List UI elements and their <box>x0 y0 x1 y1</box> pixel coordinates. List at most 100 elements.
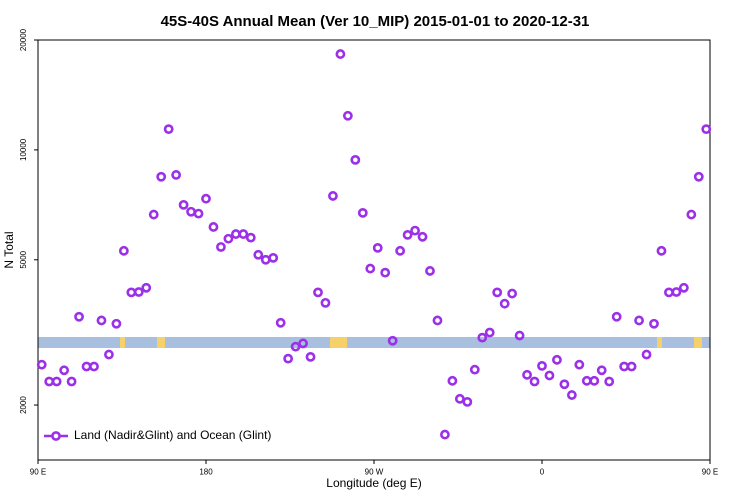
data-point <box>81 361 92 372</box>
data-point <box>342 110 353 121</box>
data-point <box>216 242 226 252</box>
data-point <box>649 318 659 329</box>
data-point <box>514 330 525 341</box>
data-point <box>51 376 62 387</box>
data-point <box>402 229 413 240</box>
data-point <box>245 232 256 243</box>
data-point <box>671 287 682 297</box>
x-tick-label: 90 W <box>365 468 384 477</box>
x-tick-label: 90 E <box>30 468 46 477</box>
data-point <box>701 124 712 135</box>
data-point <box>529 376 540 387</box>
data-point <box>104 349 114 360</box>
data-point <box>365 263 376 274</box>
data-point <box>522 369 532 380</box>
data-point <box>387 335 398 346</box>
data-point <box>581 375 592 386</box>
data-point <box>462 396 473 407</box>
data-point <box>44 376 55 387</box>
data-point <box>126 287 137 298</box>
data-point <box>238 229 249 239</box>
data-point <box>664 287 674 298</box>
data-point <box>171 170 182 180</box>
data-point <box>544 370 555 381</box>
data-point <box>611 311 622 322</box>
y-tick-label: 10000 <box>19 138 28 161</box>
land-patch <box>157 337 165 348</box>
data-point <box>604 376 615 387</box>
data-point <box>626 361 637 372</box>
data-point <box>357 208 368 218</box>
x-axis-label: Longitude (deg E) <box>326 476 421 490</box>
x-tick-label: 0 <box>540 468 545 477</box>
data-point <box>260 254 271 265</box>
data-point <box>313 287 323 298</box>
data-point <box>230 229 241 239</box>
data-point <box>469 364 480 375</box>
legend-marker <box>51 431 61 441</box>
data-point <box>275 317 286 328</box>
y-tick-label: 5000 <box>19 250 28 268</box>
data-point <box>186 206 196 217</box>
y-axis-label: N Total <box>2 231 16 268</box>
data-point <box>552 354 562 365</box>
data-point <box>193 208 204 219</box>
data-point <box>118 245 129 256</box>
data-point <box>395 245 406 256</box>
data-point <box>454 393 465 404</box>
data-point <box>574 359 585 370</box>
data-point <box>201 193 211 204</box>
x-tick-label: 90 E <box>702 468 718 477</box>
chart-title: 45S-40S Annual Mean (Ver 10_MIP) 2015-01… <box>161 13 590 30</box>
data-point <box>96 315 107 326</box>
data-point <box>641 349 652 360</box>
land-band <box>38 337 710 348</box>
data-point <box>499 298 510 309</box>
data-point <box>372 242 383 253</box>
data-point <box>59 365 70 376</box>
y-tick-label: 20000 <box>19 28 28 51</box>
data-point <box>66 376 77 387</box>
data-point <box>432 315 443 326</box>
data-point <box>178 199 189 210</box>
data-point <box>305 351 316 362</box>
data-point <box>74 311 84 322</box>
data-point <box>484 327 495 338</box>
data-point <box>410 225 420 236</box>
data-point <box>596 365 607 376</box>
y-tick-label: 2000 <box>19 396 28 414</box>
data-point <box>537 360 547 371</box>
data-point <box>380 267 391 278</box>
data-point <box>328 191 338 201</box>
land-patch <box>657 337 662 348</box>
data-point <box>36 359 47 370</box>
data-point <box>290 341 301 352</box>
data-point <box>111 318 122 329</box>
data-point <box>656 245 667 256</box>
x-tick-label: 180 <box>199 468 213 477</box>
data-point <box>148 209 159 220</box>
data-point <box>507 288 518 299</box>
data-point <box>208 222 219 232</box>
data-point <box>283 353 294 364</box>
data-point <box>589 375 600 386</box>
data-point <box>163 124 174 135</box>
land-patch <box>330 337 347 348</box>
data-point <box>298 338 308 349</box>
land-patch <box>694 337 702 348</box>
data-point <box>223 233 234 244</box>
data-point <box>253 249 264 260</box>
data-point <box>268 252 279 263</box>
data-point <box>686 209 697 220</box>
data-point <box>133 287 144 297</box>
data-point <box>492 287 503 298</box>
data-point <box>566 390 577 400</box>
data-point <box>559 379 570 390</box>
legend-label: Land (Nadir&Glint) and Ocean (Glint) <box>74 428 271 442</box>
data-point <box>141 282 152 293</box>
data-point <box>634 315 644 326</box>
data-point <box>335 49 346 59</box>
data-point <box>440 429 450 440</box>
land-patch <box>120 337 125 348</box>
